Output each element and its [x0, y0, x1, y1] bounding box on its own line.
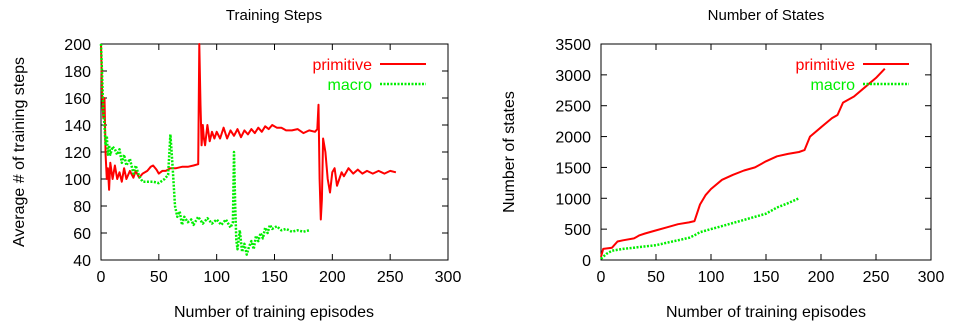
y-tick-label: 60: [73, 226, 91, 243]
x-tick-label: 300: [918, 269, 945, 286]
series-line-macro: [99, 43, 310, 256]
x-tick-label: 150: [753, 269, 780, 286]
x-tick-label: 200: [808, 269, 835, 286]
x-tick-label: 50: [150, 269, 168, 286]
y-tick-label: 160: [64, 91, 91, 108]
x-axis-label: Number of training episodes: [666, 304, 866, 321]
series-line-primitive: [100, 43, 397, 221]
y-tick-label: 100: [64, 172, 91, 189]
x-tick-label: 250: [377, 269, 404, 286]
x-tick-label: 0: [97, 269, 106, 286]
y-tick-label: 500: [564, 222, 591, 239]
x-tick-label: 300: [435, 269, 462, 286]
x-tick-label: 100: [203, 269, 230, 286]
y-axis-label: Number of states: [501, 91, 518, 213]
y-tick-label: 3500: [555, 37, 591, 54]
plot-frame: [600, 43, 932, 261]
chart-title: Training Steps: [226, 7, 322, 24]
y-tick-label: 80: [73, 199, 91, 216]
x-tick-label: 100: [698, 269, 725, 286]
y-tick-label: 120: [64, 145, 91, 162]
legend-label-macro: macro: [328, 77, 373, 94]
y-tick-label: 1000: [555, 191, 591, 208]
y-tick-label: 0: [582, 253, 591, 270]
y-tick-label: 1500: [555, 160, 591, 177]
y-tick-label: 140: [64, 118, 91, 135]
legend-label-primitive: primitive: [312, 57, 372, 74]
y-axis-label: Average # of training steps: [11, 57, 28, 247]
x-tick-label: 50: [647, 269, 665, 286]
training-steps-chart: Training Steps 0 50 100 150 200 250 300 40 60 80 10…: [11, 7, 461, 321]
x-tick-label: 0: [597, 269, 606, 286]
y-tick-label: 40: [73, 253, 91, 270]
y-tick-label: 180: [64, 64, 91, 81]
y-tick-label: 3000: [555, 68, 591, 85]
y-tick-label: 2500: [555, 99, 591, 116]
legend-label-macro: macro: [811, 77, 856, 94]
series-line-macro: [600, 197, 800, 260]
x-axis-label: Number of training episodes: [174, 304, 374, 321]
y-tick-label: 200: [64, 37, 91, 54]
series-line-primitive: [600, 68, 886, 258]
legend-label-primitive: primitive: [795, 57, 855, 74]
x-tick-label: 250: [863, 269, 890, 286]
chart-title: Number of States: [708, 7, 825, 24]
x-tick-label: 150: [261, 269, 288, 286]
y-tick-label: 2000: [555, 130, 591, 147]
x-tick-label: 200: [319, 269, 346, 286]
plot-frame: [100, 43, 449, 261]
